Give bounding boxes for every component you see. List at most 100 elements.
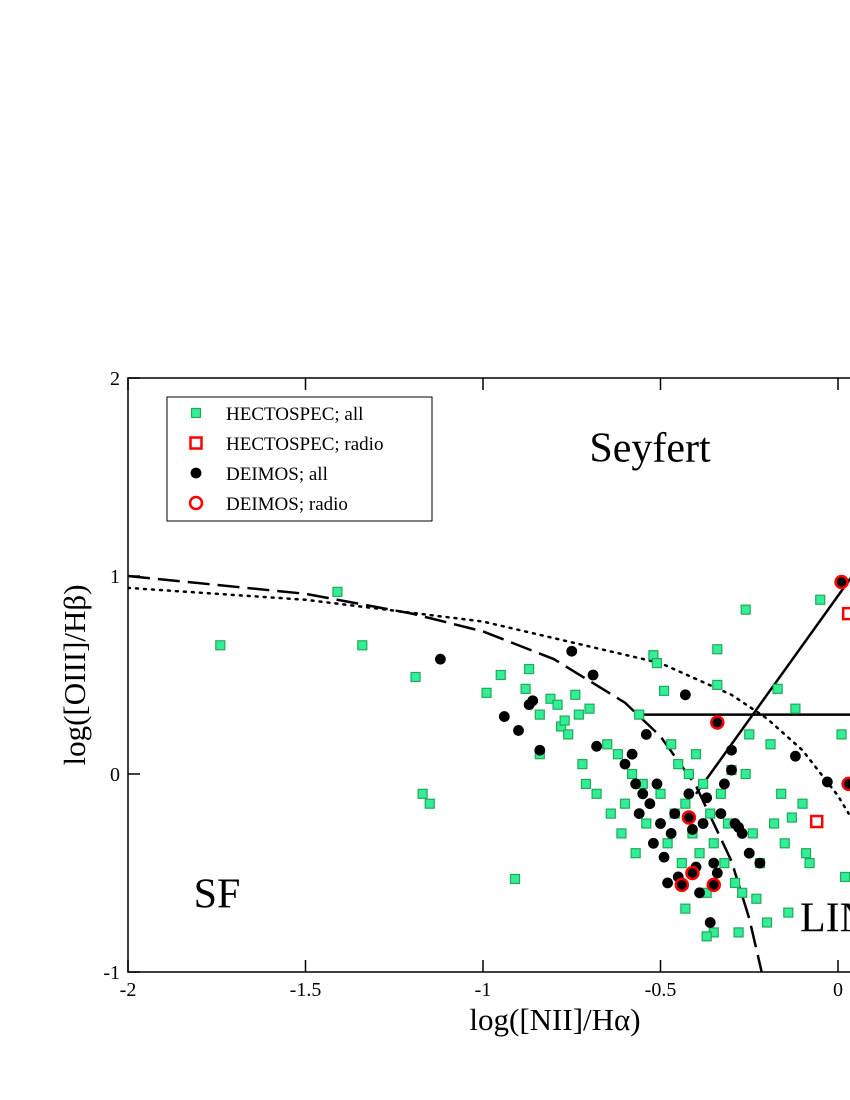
point xyxy=(630,778,642,790)
point xyxy=(841,776,850,792)
point xyxy=(701,931,712,942)
boundary-line xyxy=(128,586,850,815)
point xyxy=(559,715,570,726)
y-tick-label: -1 xyxy=(103,962,120,984)
point xyxy=(772,683,783,694)
point xyxy=(215,640,226,651)
point xyxy=(733,927,744,938)
point xyxy=(534,744,546,756)
point xyxy=(744,729,755,740)
point xyxy=(602,739,613,750)
point xyxy=(719,857,730,869)
point xyxy=(651,658,663,669)
point xyxy=(644,798,656,810)
point xyxy=(424,798,435,809)
plot-frame xyxy=(127,377,850,973)
y-axis-label: log([OIII]/Hβ) xyxy=(57,584,92,765)
point xyxy=(605,808,616,819)
point xyxy=(545,693,556,704)
point xyxy=(648,837,659,849)
annotation: SF xyxy=(194,872,241,918)
point xyxy=(658,685,670,696)
point xyxy=(534,709,545,720)
point xyxy=(710,715,725,730)
point xyxy=(783,907,794,918)
point xyxy=(513,725,524,736)
point xyxy=(633,808,645,819)
point xyxy=(524,663,535,675)
point xyxy=(712,644,723,655)
point xyxy=(841,606,850,621)
point xyxy=(655,788,666,799)
annotation: LINER xyxy=(800,896,850,942)
legend-marker xyxy=(190,467,202,479)
point xyxy=(591,740,602,752)
point xyxy=(726,744,737,756)
point xyxy=(719,778,730,790)
point xyxy=(800,848,812,859)
point xyxy=(640,729,652,740)
point xyxy=(687,824,698,835)
x-tick-label: -0.5 xyxy=(645,979,677,1001)
point xyxy=(573,709,584,720)
point xyxy=(619,798,631,809)
x-tick-label: 0 xyxy=(833,979,843,1001)
point xyxy=(697,778,709,790)
point xyxy=(765,739,776,750)
point xyxy=(658,851,670,863)
point xyxy=(566,645,578,657)
y-tick-label: 1 xyxy=(110,566,120,588)
point xyxy=(743,847,755,859)
x-tick-label: -1.5 xyxy=(290,979,322,1001)
point xyxy=(694,848,705,859)
point xyxy=(790,750,801,762)
point xyxy=(651,778,663,790)
point xyxy=(740,604,751,615)
point xyxy=(726,764,737,776)
point xyxy=(815,594,826,605)
point xyxy=(641,818,652,829)
point xyxy=(705,808,716,819)
point xyxy=(591,788,602,799)
point xyxy=(417,788,428,799)
point xyxy=(584,703,595,714)
point xyxy=(332,586,343,597)
point xyxy=(509,873,521,885)
point xyxy=(685,865,700,881)
point xyxy=(681,810,697,825)
point xyxy=(680,903,691,914)
point xyxy=(527,695,539,707)
point xyxy=(552,699,563,710)
legend-marker xyxy=(189,436,203,450)
point xyxy=(410,671,421,683)
point xyxy=(706,877,721,893)
point xyxy=(786,812,797,823)
point xyxy=(708,838,719,849)
legend-label: HECTOSPEC; all xyxy=(226,404,363,425)
point xyxy=(673,758,684,770)
point xyxy=(704,917,716,928)
point xyxy=(790,703,801,714)
legend-label: DEIMOS; radio xyxy=(226,494,348,515)
x-axis-label: log([NII]/Hα) xyxy=(469,1002,640,1037)
point xyxy=(679,689,691,701)
point xyxy=(676,857,687,869)
point xyxy=(580,778,592,790)
point xyxy=(779,838,790,849)
point xyxy=(701,792,713,804)
point xyxy=(655,818,666,829)
legend-label: DEIMOS; all xyxy=(226,464,328,485)
point xyxy=(836,729,847,740)
point xyxy=(665,828,677,839)
plot-area xyxy=(128,574,850,972)
point xyxy=(563,729,574,740)
point xyxy=(577,758,588,770)
point xyxy=(481,687,492,698)
point xyxy=(634,709,645,720)
y-tick-label: 0 xyxy=(110,764,120,786)
point xyxy=(630,848,641,859)
point xyxy=(612,749,624,760)
point xyxy=(626,768,638,780)
